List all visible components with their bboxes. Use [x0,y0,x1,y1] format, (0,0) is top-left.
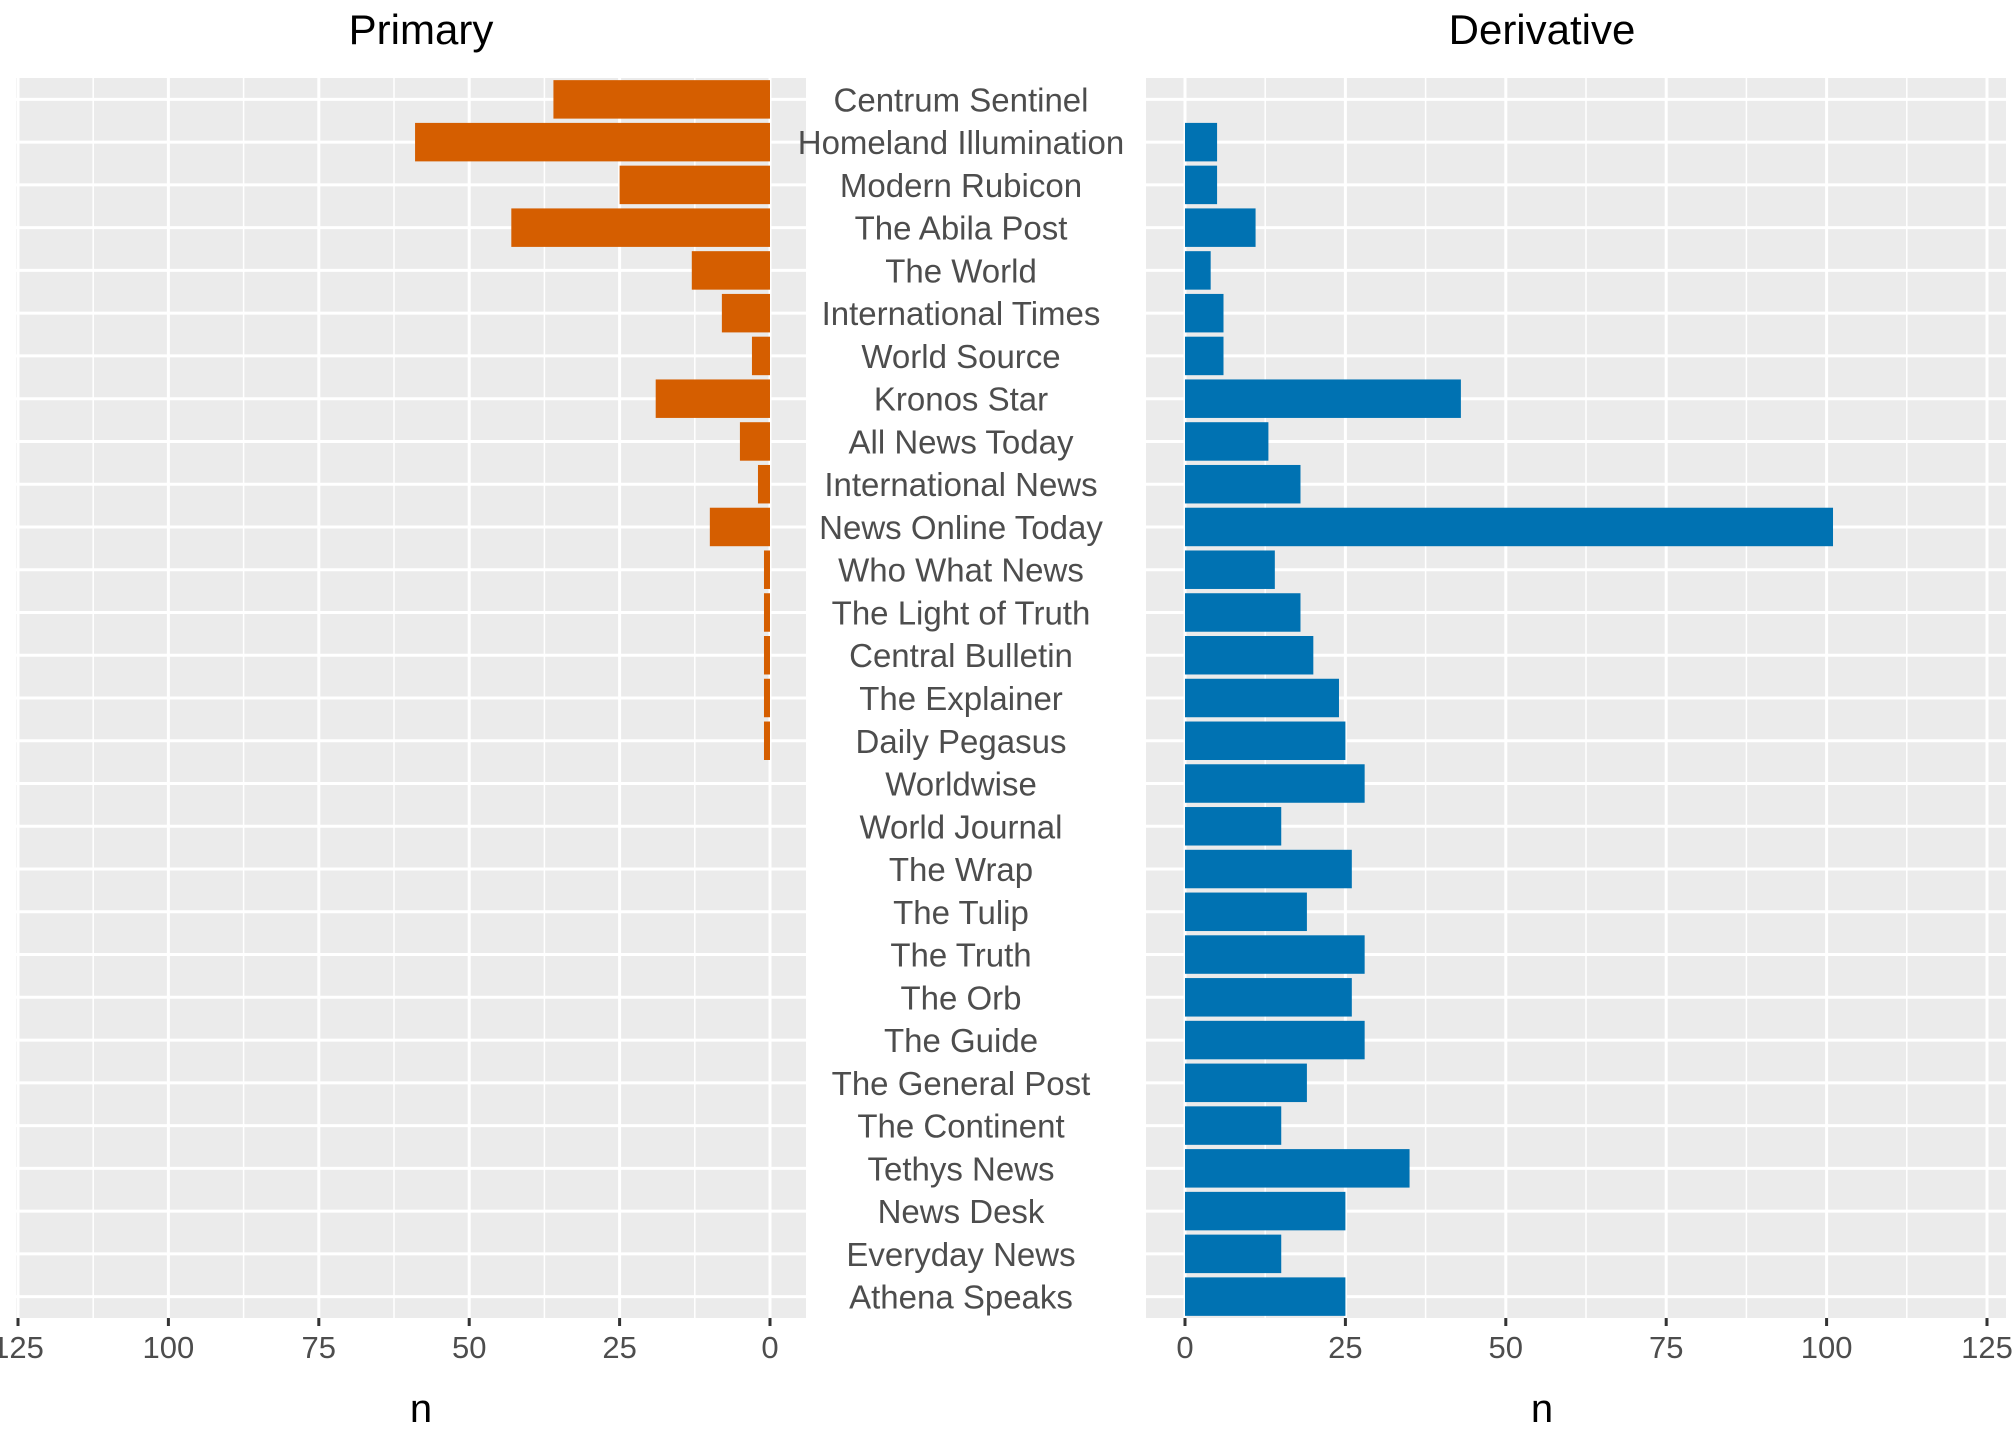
primary-tick-label: 50 [452,1330,486,1365]
category-label: The Abila Post [855,210,1068,247]
category-label: Modern Rubicon [840,167,1082,204]
derivative-bar [1185,1063,1307,1103]
category-label: The Orb [900,979,1021,1016]
derivative-axis-label: n [1531,1387,1553,1431]
primary-tick-label: 75 [302,1330,336,1365]
derivative-bar [1185,1234,1282,1274]
primary-bar [763,593,770,632]
primary-bar [415,122,770,162]
primary-bar [751,336,770,376]
derivative-bar [1185,464,1301,504]
derivative-bar [1185,849,1352,889]
primary-tick-label: 0 [761,1330,778,1365]
primary-bar [691,251,770,290]
category-label: The World [885,252,1037,289]
derivative-bar [1185,122,1218,162]
category-label: The Explainer [859,680,1063,717]
derivative-bar [1185,208,1256,247]
category-label: Kronos Star [874,381,1048,418]
derivative-tick-label: 75 [1649,1330,1683,1365]
derivative-bar [1185,1277,1346,1316]
primary-bar [763,678,770,718]
category-label: News Online Today [819,509,1103,546]
primary-bar [721,293,770,333]
derivative-tick-label: 125 [1961,1330,2013,1365]
category-label: The Tulip [893,894,1029,931]
derivative-panel-title: Derivative [1449,6,1636,53]
derivative-bar [1185,336,1224,376]
derivative-bar [1185,764,1365,803]
primary-bar [511,208,770,247]
category-label: The Wrap [889,851,1033,888]
category-label: International Times [822,295,1101,332]
primary-panel: 0 25 50 75 100 125 Primary n [0,6,806,1431]
primary-axis-label: n [410,1387,432,1431]
derivative-bar [1185,507,1834,547]
primary-tick-label: 125 [0,1330,44,1365]
derivative-tick-label: 25 [1328,1330,1362,1365]
derivative-bar [1185,1191,1346,1231]
derivative-bar [1185,1106,1282,1145]
derivative-bar [1185,678,1339,718]
category-label: Everyday News [846,1236,1075,1273]
primary-bar [655,379,770,418]
derivative-bar [1185,165,1218,205]
derivative-panel: 0 25 50 75 100 125 Derivative n [1146,6,2013,1431]
derivative-bar [1185,1020,1365,1060]
primary-bar [757,464,770,504]
derivative-tick-label: 100 [1801,1330,1853,1365]
derivative-bar [1185,807,1282,846]
category-label: Daily Pegasus [856,723,1067,760]
category-label: The Guide [884,1022,1038,1059]
primary-bar [763,550,770,589]
category-label: The General Post [832,1065,1091,1102]
primary-bar [709,507,770,547]
derivative-tick-label: 0 [1176,1330,1193,1365]
category-label: Centrum Sentinel [834,81,1089,118]
derivative-bar [1185,251,1211,290]
primary-tick-label: 100 [143,1330,195,1365]
category-labels: Centrum Sentinel Homeland Illumination Mod… [798,81,1125,1315]
primary-bar [553,80,770,119]
category-label: International News [824,466,1097,503]
derivative-bar [1185,293,1224,333]
derivative-bar [1185,892,1307,932]
primary-bar [763,636,770,675]
derivative-bar [1185,1149,1410,1188]
category-label: Tethys News [867,1150,1054,1187]
category-label: The Truth [890,937,1031,974]
derivative-bar [1185,379,1461,418]
derivative-bar [1185,978,1352,1017]
category-label: All News Today [849,423,1074,460]
category-label: The Continent [857,1108,1064,1145]
primary-panel-title: Primary [349,6,494,53]
derivative-bar [1185,721,1346,760]
category-label: Worldwise [885,766,1037,803]
category-label: News Desk [878,1193,1045,1230]
primary-bar [739,422,770,461]
category-label: Central Bulletin [849,637,1073,674]
category-label: Athena Speaks [849,1279,1073,1316]
derivative-bar [1185,935,1365,974]
category-label: World Journal [860,808,1063,845]
category-label: World Source [861,338,1060,375]
derivative-tick-label: 50 [1489,1330,1523,1365]
derivative-bar [1185,550,1275,589]
derivative-bar [1185,593,1301,632]
category-label: Who What News [838,552,1084,589]
derivative-bar [1185,636,1314,675]
primary-tick-label: 25 [602,1330,636,1365]
primary-bar [763,721,770,760]
primary-bar [619,165,770,205]
category-label: Homeland Illumination [798,124,1125,161]
category-label: The Light of Truth [832,594,1091,631]
derivative-bar [1185,422,1269,461]
